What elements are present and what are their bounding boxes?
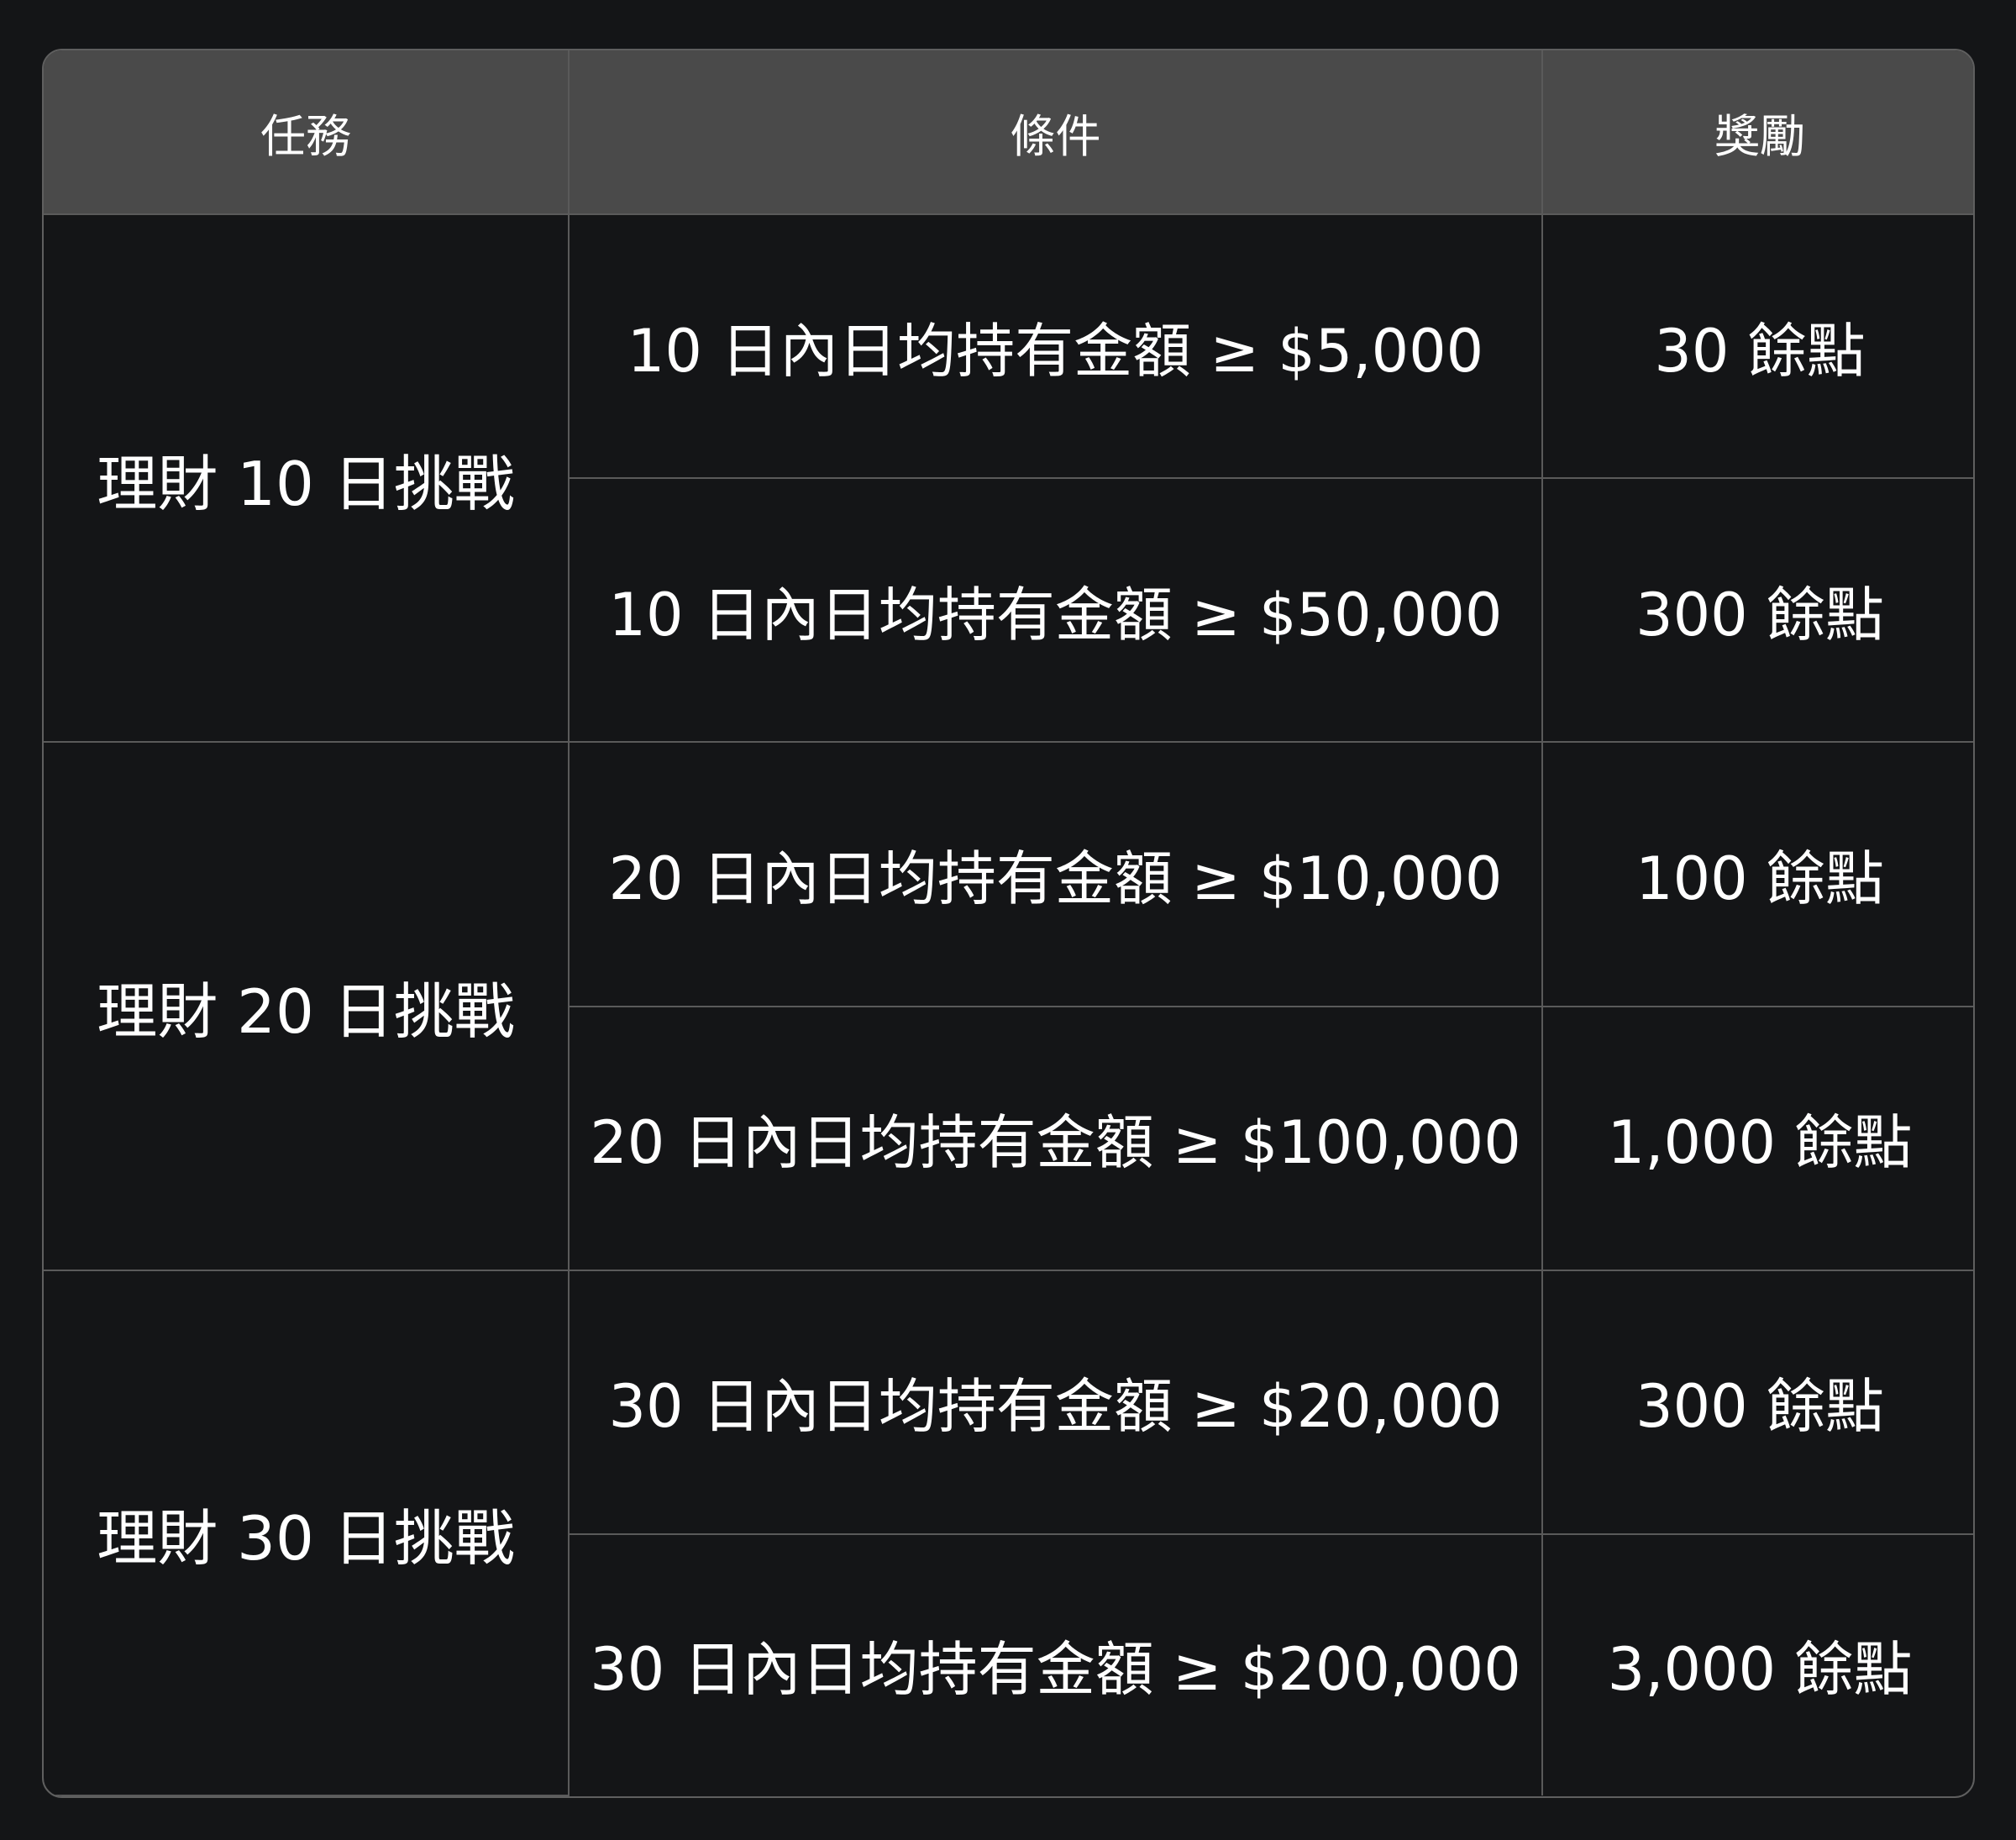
condition-cell: 30 日內日均持有金額 ≥ $200,000 [568,1532,1543,1795]
table-row: 理財 10 日挑戰 10 日內日均持有金額 ≥ $5,000 30 餘點 [44,213,1973,744]
condition-cell: 10 日內日均持有金額 ≥ $50,000 [568,477,1543,744]
task-cell: 理財 10 日挑戰 [44,213,570,744]
table-row: 10 日內日均持有金額 ≥ $50,000 300 餘點 [44,477,1973,744]
rewards-table-container: 任務 條件 獎勵 理財 10 日挑戰 10 日內日均持有金額 ≥ $5,000 … [42,49,1975,1798]
header-condition: 條件 [568,50,1543,215]
table-row: 理財 20 日挑戰 20 日內日均持有金額 ≥ $10,000 100 餘點 [44,741,1973,1271]
condition-cell: 30 日內日均持有金額 ≥ $20,000 [568,1269,1543,1535]
reward-cell: 30 餘點 [1541,213,1973,480]
task-cell: 理財 30 日挑戰 [44,1269,570,1796]
condition-cell: 20 日內日均持有金額 ≥ $100,000 [568,1005,1543,1271]
table-row: 30 日內日均持有金額 ≥ $200,000 3,000 餘點 [44,1532,1973,1795]
header-row: 任務 條件 獎勵 [44,50,1973,215]
header-reward: 獎勵 [1541,50,1973,215]
task-cell: 理財 20 日挑戰 [44,741,570,1271]
rewards-table: 任務 條件 獎勵 理財 10 日挑戰 10 日內日均持有金額 ≥ $5,000 … [44,50,1973,1796]
condition-cell: 10 日內日均持有金額 ≥ $5,000 [568,213,1543,480]
condition-cell: 20 日內日均持有金額 ≥ $10,000 [568,741,1543,1007]
reward-cell: 1,000 餘點 [1541,1005,1973,1271]
reward-cell: 300 餘點 [1541,1269,1973,1535]
reward-cell: 3,000 餘點 [1541,1532,1973,1795]
table-row: 20 日內日均持有金額 ≥ $100,000 1,000 餘點 [44,1005,1973,1271]
header-task: 任務 [44,50,570,215]
reward-cell: 300 餘點 [1541,477,1973,744]
table-row: 理財 30 日挑戰 30 日內日均持有金額 ≥ $20,000 300 餘點 [44,1269,1973,1796]
reward-cell: 100 餘點 [1541,741,1973,1007]
